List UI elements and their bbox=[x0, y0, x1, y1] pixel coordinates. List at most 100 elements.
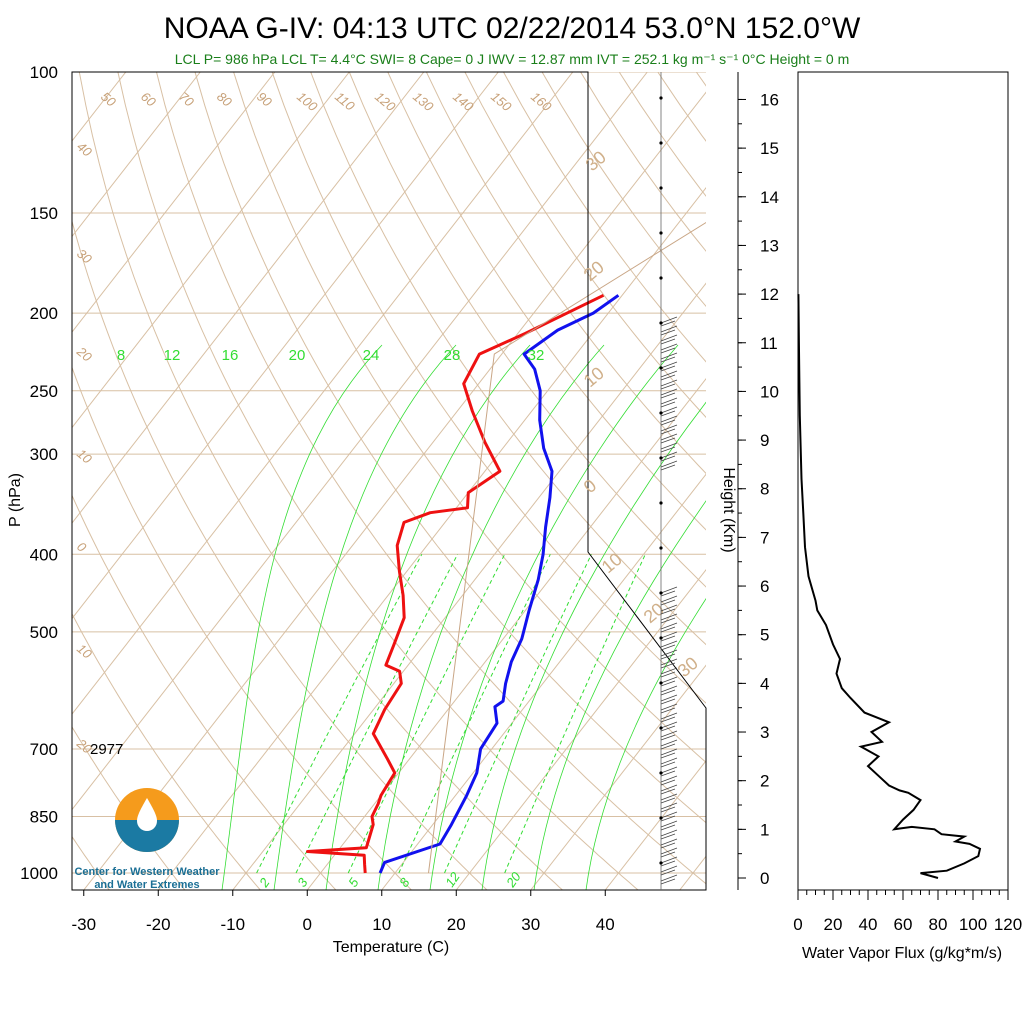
wind-barb bbox=[660, 802, 678, 813]
isotherm-line bbox=[306, 377, 706, 890]
temperature-tick-label: 0 bbox=[303, 915, 312, 934]
isotherm-line bbox=[72, 72, 276, 333]
wind-barb-dot bbox=[659, 186, 663, 190]
isotherm-line bbox=[72, 72, 201, 238]
isotherm-line bbox=[381, 473, 706, 890]
dry-adiabat-line bbox=[541, 72, 706, 308]
flux-frame bbox=[797, 71, 1009, 891]
wind-barb bbox=[660, 442, 678, 453]
wind-barb-dot bbox=[659, 681, 663, 685]
height-tick-label: 10 bbox=[760, 382, 779, 401]
skewt-frame bbox=[71, 71, 707, 891]
dry-adiabat-label: 50 bbox=[98, 89, 119, 110]
dry-adiabat-line bbox=[233, 72, 706, 764]
height-tick-label: 9 bbox=[760, 431, 769, 450]
wind-barb bbox=[660, 865, 678, 876]
height-tick-label: 16 bbox=[760, 90, 779, 109]
wind-barb bbox=[660, 856, 678, 867]
temperature-tick-label: 10 bbox=[372, 915, 391, 934]
height-tick-label: 8 bbox=[760, 480, 769, 499]
flux-tick-label: 40 bbox=[859, 915, 878, 934]
wind-barb bbox=[660, 766, 678, 777]
flux-axis-label: Water Vapor Flux (g/kg*m/s) bbox=[802, 945, 1002, 962]
wind-barb bbox=[660, 649, 678, 660]
flux-tick-label: 60 bbox=[894, 915, 913, 934]
temperature-axis-label: Temperature (C) bbox=[333, 939, 449, 956]
wind-barb bbox=[660, 721, 678, 732]
wind-barb-dot bbox=[659, 501, 663, 505]
dry-adiabat-label: 10 bbox=[74, 641, 95, 662]
dry-adiabat-line bbox=[72, 612, 261, 890]
wind-barb-dot bbox=[659, 276, 663, 280]
wind-barb bbox=[660, 460, 678, 471]
dry-adiabat-line bbox=[387, 72, 706, 531]
mixing-ratio-label: 20 bbox=[289, 347, 306, 364]
wind-barb bbox=[660, 631, 678, 642]
wind-barb bbox=[660, 379, 678, 390]
dry-adiabat-label: 20 bbox=[73, 343, 95, 365]
sounding-series-line bbox=[428, 221, 706, 874]
isotherm-label: 20 bbox=[580, 257, 608, 285]
wind-barb-dot bbox=[659, 861, 663, 865]
wind-barb bbox=[660, 370, 678, 381]
mixing-ratio-label: 5 bbox=[345, 875, 362, 890]
dry-adiabat-label: 100 bbox=[294, 89, 321, 115]
wind-barb-dot bbox=[659, 231, 663, 235]
height-tick-label: 12 bbox=[760, 285, 779, 304]
wind-barb bbox=[660, 838, 678, 849]
temperature-tick-label: -30 bbox=[71, 915, 96, 934]
dry-adiabat-line bbox=[348, 72, 706, 588]
flux-tick-label: 0 bbox=[793, 915, 802, 934]
wind-barb bbox=[660, 415, 678, 426]
wind-barb bbox=[660, 793, 678, 804]
dry-adiabat-line bbox=[72, 366, 412, 890]
moist-adiabat-line bbox=[585, 598, 706, 890]
mixing-ratio-label: 24 bbox=[363, 347, 380, 364]
mixing-ratio-label: 20 bbox=[503, 869, 525, 891]
height-tick-label: 1 bbox=[760, 820, 769, 839]
temperature-tick-label: 40 bbox=[596, 915, 615, 934]
dry-adiabat-line bbox=[194, 72, 706, 824]
moist-adiabat-line bbox=[377, 344, 605, 890]
wind-barb bbox=[660, 343, 678, 354]
mixing-ratio-label: 3 bbox=[294, 875, 311, 890]
wind-barb-dot bbox=[659, 771, 663, 775]
wind-barb bbox=[660, 397, 678, 408]
moist-adiabat-line bbox=[273, 344, 457, 890]
dry-adiabat-label: 110 bbox=[332, 89, 358, 114]
dry-adiabat-label: 140 bbox=[450, 89, 477, 115]
pressure-tick-label: 700 bbox=[30, 740, 58, 759]
moist-adiabat-line bbox=[429, 344, 679, 890]
isotherm-line bbox=[72, 72, 574, 715]
isotherm-line bbox=[72, 72, 350, 429]
dry-adiabat-line bbox=[695, 72, 706, 87]
wind-barb bbox=[660, 874, 678, 885]
cw3e-logo: Center for Western Weather and Water Ext… bbox=[74, 788, 220, 891]
wind-barb-dot bbox=[659, 456, 663, 460]
wind-barb-column bbox=[659, 72, 678, 890]
flux-tick-label: 80 bbox=[929, 915, 948, 934]
mixing-ratio-line bbox=[504, 554, 646, 874]
wind-barb-dot bbox=[659, 366, 663, 370]
wind-barb bbox=[660, 703, 678, 714]
isotherm-label: 10 bbox=[598, 549, 626, 577]
dry-adiabat-line bbox=[271, 72, 706, 704]
pressure-tick-label: 100 bbox=[30, 63, 58, 82]
isotherm-line bbox=[83, 91, 706, 890]
dry-adiabat-line bbox=[72, 494, 337, 890]
wind-barb bbox=[660, 685, 678, 696]
isotherm-line bbox=[530, 664, 706, 890]
height-tick-label: 6 bbox=[760, 577, 769, 596]
wind-barb bbox=[660, 775, 678, 786]
moist-adiabat-line bbox=[221, 344, 383, 890]
moist-adiabat-line bbox=[325, 344, 531, 890]
wind-barb-dot bbox=[659, 96, 663, 100]
pressure-tick-label: 300 bbox=[30, 445, 58, 464]
pressure-tick-label: 850 bbox=[30, 807, 58, 826]
wind-barb bbox=[660, 757, 678, 768]
isotherm-line bbox=[455, 569, 706, 890]
moist-adiabat-line bbox=[481, 401, 706, 890]
wind-barb bbox=[660, 433, 678, 444]
height-tick-label: 7 bbox=[760, 528, 769, 547]
